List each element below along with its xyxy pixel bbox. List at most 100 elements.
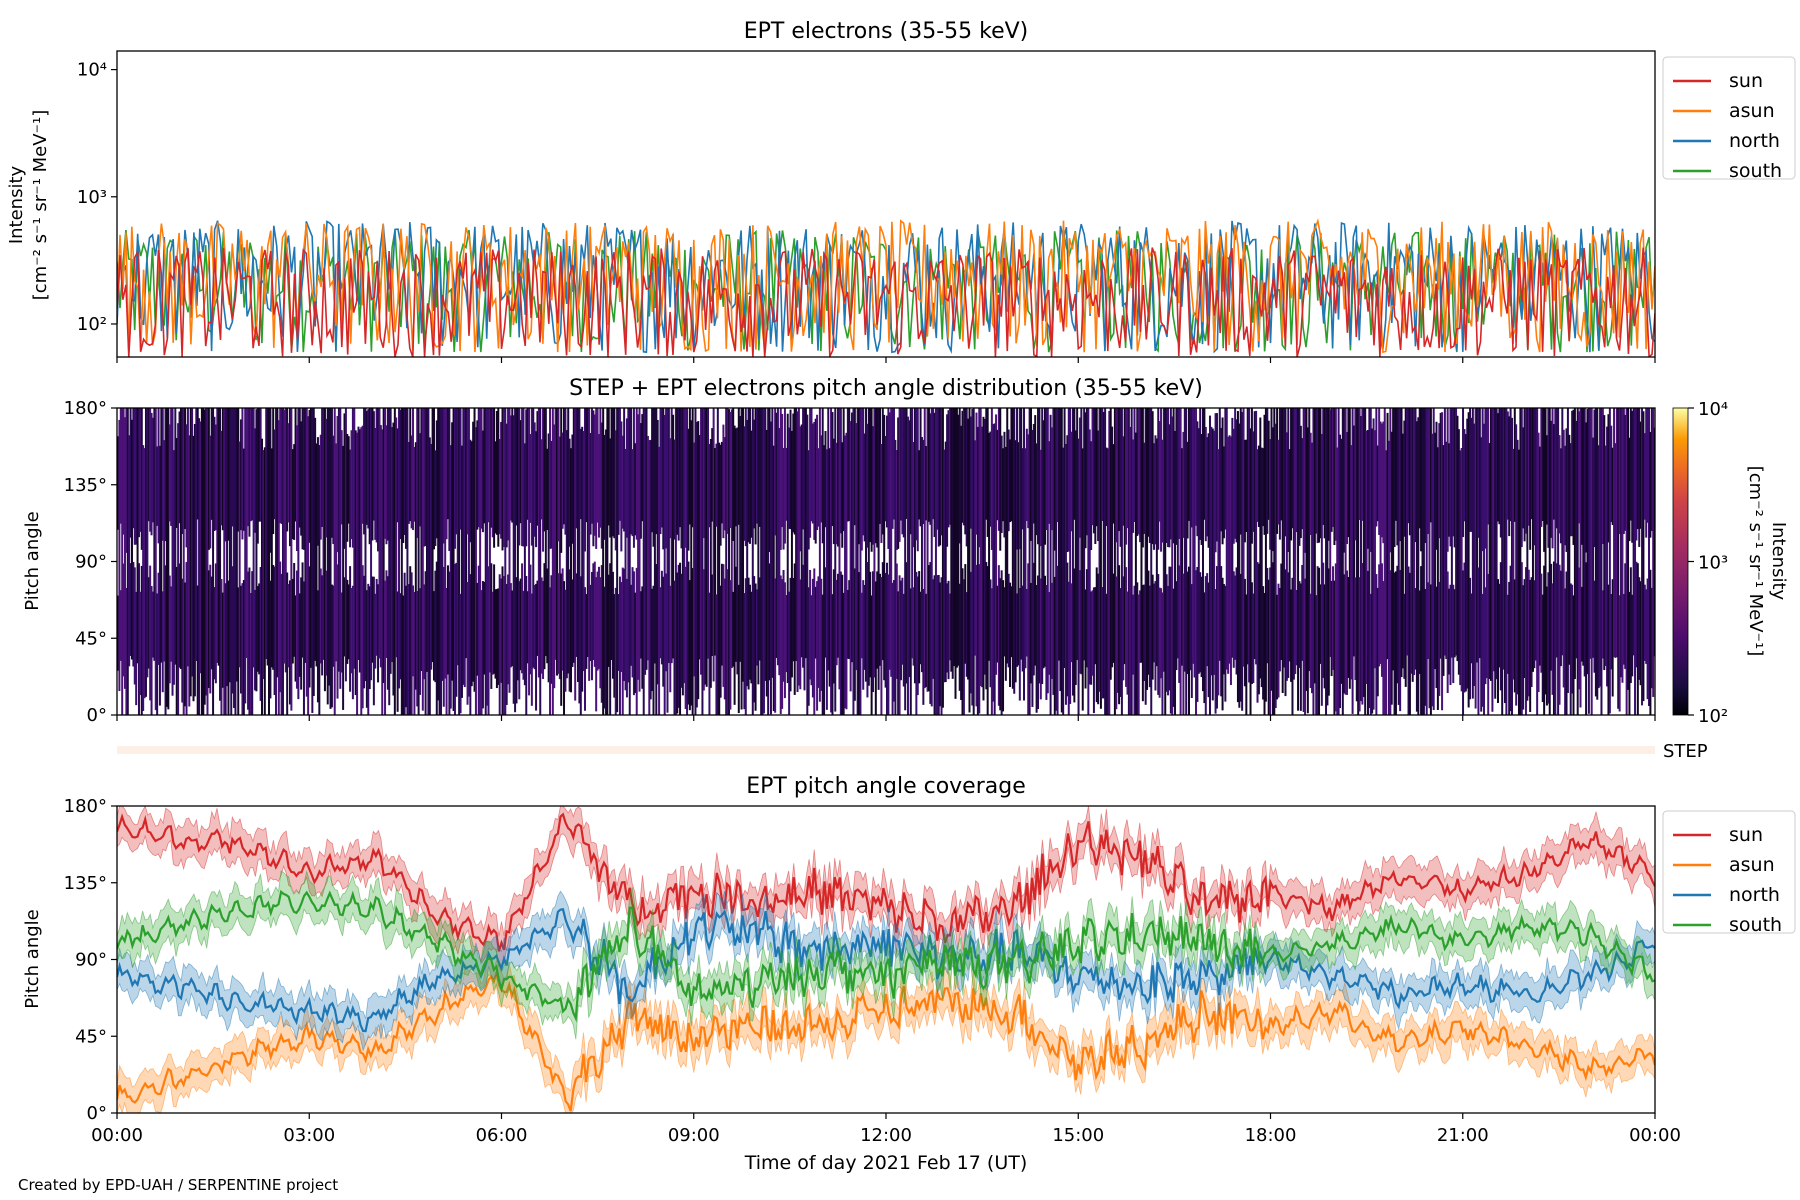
panel2-cell	[985, 408, 988, 520]
panel2-cell	[723, 437, 726, 531]
panel2-cell	[1487, 573, 1490, 715]
panel2-cell	[1414, 588, 1417, 670]
panel2-cell	[1158, 421, 1161, 522]
panel2-cell	[412, 408, 415, 531]
panel2-cell	[1119, 408, 1122, 547]
panel2-cell	[294, 595, 297, 682]
panel2-cell	[181, 408, 184, 535]
panel2-cell	[551, 408, 554, 715]
panel3-ytick-label: 180°	[64, 796, 107, 817]
panel2-cell	[1565, 428, 1568, 552]
panel2-cell	[1158, 587, 1161, 698]
panel3-ytick-label: 135°	[64, 873, 107, 894]
panel2-cell	[1611, 447, 1614, 526]
panel2-cell	[1032, 562, 1035, 676]
panel2-cell	[1566, 408, 1569, 693]
panel2-cell	[1304, 578, 1307, 715]
panel2-cell	[1269, 567, 1272, 715]
panel2-cell	[948, 408, 951, 525]
panel2-cell	[905, 562, 908, 684]
panel2-cell	[704, 408, 707, 685]
panel2-cell	[363, 575, 366, 689]
panel2-cell	[1636, 563, 1639, 715]
panel2-cell	[655, 408, 658, 535]
step-strip	[117, 746, 1655, 754]
panel2-cell	[691, 568, 694, 715]
panel2-cell	[1559, 570, 1562, 667]
panel2-cell	[981, 426, 984, 688]
panel2-cell	[1193, 408, 1196, 678]
panel2-cell	[546, 568, 549, 664]
panel2-cell	[1382, 581, 1385, 715]
panel2-cell	[799, 579, 802, 690]
panel2-cell	[635, 408, 638, 540]
panel2-cell	[874, 408, 877, 544]
panel2-cell	[670, 408, 673, 664]
panel2-cell	[1653, 427, 1655, 657]
panel2-cell	[867, 408, 870, 686]
panel2-cell	[1090, 591, 1093, 685]
panel2-cell	[1046, 408, 1049, 694]
panel2-cell	[268, 408, 271, 715]
panel2-cell	[676, 408, 679, 535]
panel2-cell	[164, 565, 167, 715]
panel2-cell	[247, 408, 250, 527]
panel2-cell	[1408, 572, 1411, 715]
panel2-cell	[188, 435, 191, 707]
panel2-cell	[301, 408, 304, 550]
panel2-cell	[1601, 408, 1604, 545]
panel2-cell	[1339, 434, 1342, 709]
panel2-cell	[151, 417, 154, 523]
panel2-cell	[588, 408, 591, 681]
panel2-cell	[1277, 583, 1280, 698]
panel2-cell	[1122, 436, 1125, 526]
panel2-cell	[1313, 408, 1316, 684]
panel2-cell	[1502, 408, 1505, 670]
panel2-cell	[340, 430, 343, 525]
panel2-cell	[484, 408, 487, 715]
panel2-cell	[321, 408, 324, 527]
panel2-cell	[969, 416, 972, 529]
panel2-cell	[989, 579, 992, 688]
panel2-cell	[185, 424, 188, 548]
panel2-cell	[830, 408, 833, 713]
panel2-cell	[1143, 584, 1146, 681]
panel2-cell	[1383, 408, 1386, 715]
panel2-cell	[1573, 408, 1576, 680]
panel2-cell	[992, 424, 995, 702]
panel2-cell	[533, 422, 536, 537]
panel2-cell	[1294, 408, 1297, 675]
panel2-cell	[708, 592, 711, 715]
panel2-cell	[1190, 584, 1193, 699]
panel2-cell	[511, 408, 514, 523]
panel2-cell	[1638, 408, 1641, 547]
panel2-cell	[1049, 414, 1052, 715]
panel2-cell	[525, 575, 528, 715]
panel2-cell	[1607, 414, 1610, 543]
panel2-cell	[135, 408, 138, 545]
x-tick-label: 12:00	[860, 1125, 912, 1146]
panel2-cell	[1248, 408, 1251, 683]
panel2-cell	[346, 579, 349, 664]
panel2-cell	[1435, 421, 1438, 550]
panel2-cell	[1322, 408, 1325, 525]
panel2-cell	[1608, 408, 1611, 714]
panel2-cell	[795, 408, 798, 662]
panel2-cell	[1326, 408, 1329, 706]
panel2-cell	[859, 408, 862, 715]
panel2-cell	[665, 408, 668, 549]
panel2-cell	[117, 436, 119, 530]
panel2-cell	[673, 439, 676, 540]
panel2-cell	[316, 590, 319, 703]
panel2-cell	[1235, 419, 1238, 543]
panel2-cell	[335, 443, 338, 662]
panel2-cell	[460, 445, 463, 698]
panel2-cell	[1597, 445, 1600, 689]
panel2-cell	[919, 591, 922, 665]
panel2-cell	[402, 595, 405, 715]
panel2-cell	[600, 422, 603, 549]
panel2-cell	[1129, 426, 1132, 715]
panel2-cell	[1245, 439, 1248, 532]
panel2-cell	[1492, 408, 1495, 672]
panel2-cell	[1168, 566, 1171, 691]
